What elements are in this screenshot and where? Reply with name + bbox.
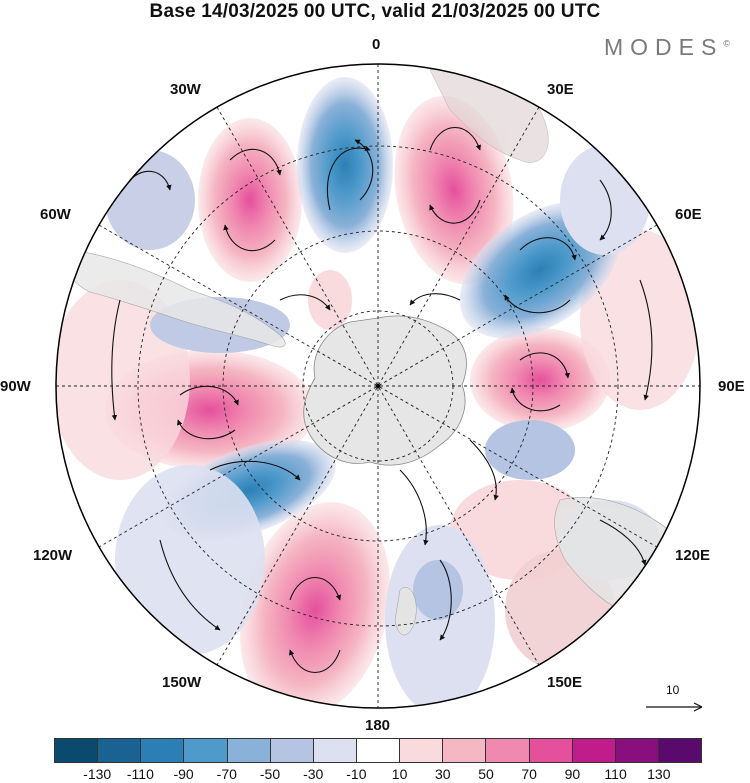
colorbar-segment bbox=[227, 739, 271, 762]
lon-label-150e: 150E bbox=[547, 674, 583, 691]
graticule bbox=[56, 64, 700, 708]
lon-label-180: 180 bbox=[365, 717, 391, 734]
colorbar-tick-label: -110 bbox=[126, 766, 154, 782]
colorbar-segment bbox=[443, 739, 487, 762]
anomaly-negative bbox=[115, 465, 265, 655]
colorbar-segment bbox=[356, 739, 401, 762]
colorbar-segment bbox=[98, 739, 142, 762]
lon-label-30e: 30E bbox=[547, 81, 574, 98]
colorbar-segment bbox=[184, 739, 228, 762]
anomaly-negative bbox=[413, 560, 463, 620]
anomaly-positive bbox=[239, 502, 391, 708]
colorbar-tick-label: 50 bbox=[478, 766, 494, 782]
lon-label-120w: 120W bbox=[33, 547, 73, 564]
lon-label-120e: 120E bbox=[675, 547, 711, 564]
anomaly-negative bbox=[385, 525, 495, 708]
anomaly-negative bbox=[485, 420, 575, 480]
south-america-landmass bbox=[66, 249, 286, 348]
south-pole-marker bbox=[376, 384, 380, 388]
vector-scale-label: 10 bbox=[666, 683, 680, 697]
colorbar-segment bbox=[400, 739, 444, 762]
colorbar-segment bbox=[486, 739, 530, 762]
colorbar-tick-label: 10 bbox=[391, 766, 408, 782]
colorbar-segment bbox=[313, 739, 357, 762]
colorbar-tick-label: -130 bbox=[83, 766, 112, 782]
colorbar-segment bbox=[658, 739, 702, 762]
anomaly-positive bbox=[308, 270, 352, 330]
colorbar-tick-label: 30 bbox=[435, 766, 451, 782]
lon-label-0: 0 bbox=[372, 36, 381, 53]
colorbar-tick-label: 130 bbox=[647, 766, 671, 782]
colorbar-tick-label: -70 bbox=[216, 766, 237, 782]
anomaly-negative bbox=[560, 145, 650, 255]
colorbar-segment bbox=[529, 739, 573, 762]
anomaly-positive bbox=[394, 95, 514, 285]
modes-logo: MODES© bbox=[604, 34, 730, 60]
vector-scale: 10 bbox=[642, 683, 708, 719]
colorbar-tick-label: -10 bbox=[346, 766, 367, 782]
lon-label-90w: 90W bbox=[0, 378, 31, 395]
colorbar-segment bbox=[55, 739, 99, 762]
lon-label-60e: 60E bbox=[675, 206, 702, 223]
anomaly-positive bbox=[198, 118, 302, 282]
colorbar-segment bbox=[572, 739, 616, 762]
colorbar-tick-label: -30 bbox=[303, 766, 324, 782]
lon-label-60w: 60W bbox=[40, 206, 71, 223]
anomaly-positive bbox=[470, 328, 610, 432]
wind-vectors bbox=[111, 126, 653, 674]
colorbar-tick-label: -90 bbox=[173, 766, 194, 782]
colorbar-segment bbox=[141, 739, 185, 762]
anomaly-negative bbox=[297, 77, 393, 253]
colorbar-tick-label: 90 bbox=[564, 766, 581, 782]
colorbar-tick-label: -50 bbox=[259, 766, 281, 782]
lon-label-90e: 90E bbox=[718, 378, 745, 395]
colorbar bbox=[54, 738, 702, 763]
colorbar-segment bbox=[615, 739, 659, 762]
new-zealand-landmass bbox=[394, 587, 417, 636]
colorbar-segment bbox=[270, 739, 314, 762]
lon-label-30w: 30W bbox=[170, 81, 201, 98]
colorbar-tick-label: 70 bbox=[521, 766, 537, 782]
colorbar-tick-label: 110 bbox=[604, 766, 627, 782]
anomaly-positive bbox=[580, 230, 700, 410]
map-title: Base 14/03/2025 00 UTC, valid 21/03/2025… bbox=[149, 1, 601, 22]
anomaly-negative bbox=[105, 150, 195, 250]
lon-label-150w: 150W bbox=[162, 674, 202, 691]
map-boundary bbox=[55, 63, 701, 709]
